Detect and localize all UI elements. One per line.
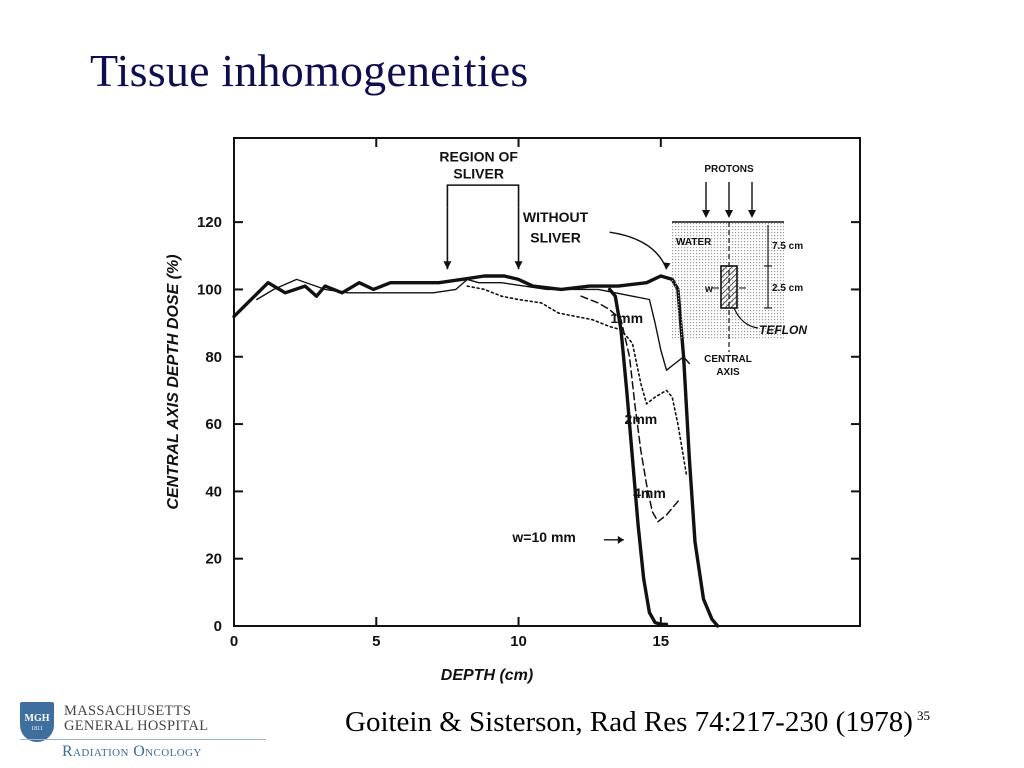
logo-department: Radiation Oncology	[62, 743, 202, 760]
logo-divider	[20, 739, 266, 740]
logo-line-1: MASSACHUSETTS	[64, 703, 192, 719]
series-line-1mm	[256, 278, 690, 371]
plot-frame	[233, 137, 861, 627]
proton-arrow-head	[702, 210, 710, 218]
inset-thickness-label: 2.5 cm	[772, 283, 803, 294]
annotation-sliver: SLIVER	[530, 229, 581, 245]
x-tick-label: 5	[372, 633, 380, 650]
inset-teflon-label: TEFLON	[759, 323, 807, 337]
seal-year: 1811	[31, 726, 43, 732]
teflon-leader	[733, 307, 759, 329]
y-tick-label: 120	[197, 214, 222, 231]
y-tick-label: 40	[205, 483, 222, 500]
proton-arrow-head	[725, 210, 733, 218]
proton-arrow-head	[748, 210, 756, 218]
annotation-w-10-mm: w=10 mm	[511, 529, 575, 545]
slide-title: Tissue inhomogeneities	[90, 45, 529, 96]
without-sliver-leader	[609, 231, 668, 270]
x-tick-label: 0	[230, 633, 238, 650]
series-line-without-sliver	[232, 274, 720, 628]
y-tick-label: 100	[197, 281, 222, 298]
inset-teflon-slab	[720, 265, 738, 309]
inset-axis-label-1: CENTRAL	[704, 354, 752, 365]
citation: Goitein & Sisterson, Rad Res 74:217-230 …	[345, 706, 913, 738]
annotation-sliver: SLIVER	[453, 165, 504, 181]
x-axis-label: DEPTH (cm)	[441, 667, 533, 684]
y-tick-label: 60	[205, 416, 222, 433]
w10-arrow-head	[617, 535, 624, 544]
region-arrow-head	[443, 261, 452, 270]
annotation-1mm: 1mm	[610, 310, 643, 326]
y-tick-label: 20	[205, 551, 222, 568]
seal-text: MGH	[24, 713, 50, 724]
slide-number: 35	[917, 708, 930, 723]
annotation-2mm: 2mm	[625, 411, 658, 427]
inset-water-label: WATER	[676, 237, 712, 248]
region-bracket	[446, 184, 520, 208]
inset-depth-label: 7.5 cm	[772, 241, 803, 252]
y-axis-label: CENTRAL AXIS DEPTH DOSE (%)	[165, 254, 182, 509]
annotation-4mm: 4mm	[633, 485, 666, 501]
y-tick-label: 0	[214, 618, 222, 635]
mgh-logo: MGH 1811 MASSACHUSETTS GENERAL HOSPITAL …	[20, 702, 280, 764]
logo-line-2: GENERAL HOSPITAL	[64, 718, 209, 734]
x-tick-label: 15	[652, 633, 669, 650]
annotation-without: WITHOUT	[523, 209, 589, 225]
inset-width-symbol: w	[704, 284, 713, 295]
series-line-w-10-mm	[607, 287, 669, 626]
region-arrow-head	[514, 261, 523, 270]
annotation-region-of: REGION OF	[439, 149, 518, 165]
without-sliver-arrowhead	[662, 262, 671, 270]
x-tick-label: 10	[510, 633, 527, 650]
inset-axis-label-2: AXIS	[716, 367, 740, 378]
y-tick-label: 80	[205, 349, 222, 366]
depth-dose-chart: 0 5 10 15 0 20 40 60 80 100 120 DEPTH (cm) CENTRAL A…	[150, 130, 870, 690]
mgh-seal-icon: MGH 1811	[20, 702, 54, 742]
inset-protons-label: PROTONS	[704, 164, 754, 175]
chart-svg: 0 5 10 15 0 20 40 60 80 100 120 DEPTH (cm) CENTRAL A…	[165, 137, 861, 684]
series-line-4mm	[580, 295, 682, 523]
